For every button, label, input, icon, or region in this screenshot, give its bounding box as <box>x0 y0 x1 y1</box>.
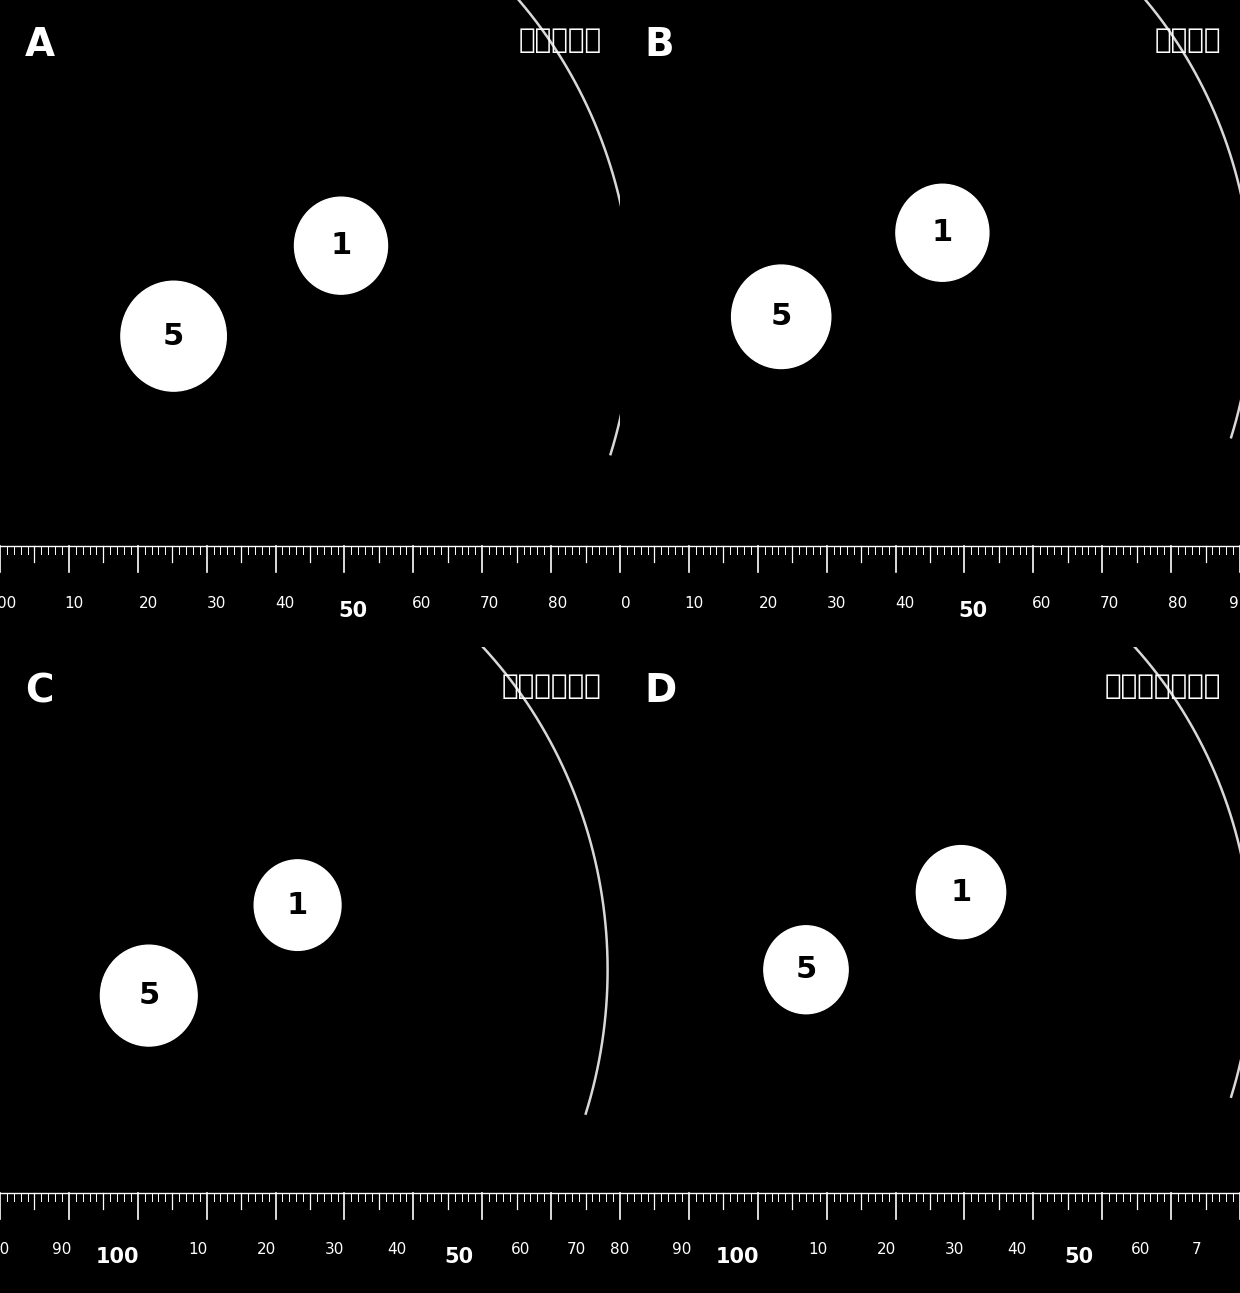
Text: 白色念珠菌: 白色念珠菌 <box>518 26 601 54</box>
Circle shape <box>122 281 226 390</box>
Text: 大肠杆菌: 大肠杆菌 <box>1154 26 1221 54</box>
Text: D: D <box>645 672 677 710</box>
Text: 10: 10 <box>808 1243 828 1257</box>
Text: 50: 50 <box>1064 1248 1094 1267</box>
Text: 40: 40 <box>387 1243 407 1257</box>
Text: 30: 30 <box>325 1243 345 1257</box>
Text: 20: 20 <box>139 596 159 610</box>
Text: 40: 40 <box>895 596 915 610</box>
Text: 10: 10 <box>188 1243 208 1257</box>
Text: 90: 90 <box>52 1243 72 1257</box>
Text: 10: 10 <box>684 596 704 610</box>
Text: 100: 100 <box>95 1248 140 1267</box>
Text: 50: 50 <box>959 601 988 621</box>
Text: 5: 5 <box>138 981 160 1010</box>
Text: 7: 7 <box>1192 1243 1202 1257</box>
Text: 70: 70 <box>480 596 500 610</box>
Text: 金黄色葡萄球菌: 金黄色葡萄球菌 <box>1105 672 1221 701</box>
Text: 60: 60 <box>412 596 432 610</box>
Text: 1: 1 <box>330 231 352 260</box>
Text: 80: 80 <box>548 596 568 610</box>
Text: 50: 50 <box>444 1248 474 1267</box>
Text: 20: 20 <box>877 1243 897 1257</box>
Text: 20: 20 <box>257 1243 277 1257</box>
Text: B: B <box>645 26 675 63</box>
Text: 00: 00 <box>0 596 16 610</box>
Text: 100: 100 <box>715 1248 760 1267</box>
Text: A: A <box>25 26 55 63</box>
Text: 60: 60 <box>511 1243 531 1257</box>
Circle shape <box>764 926 848 1014</box>
Text: 50: 50 <box>339 601 368 621</box>
Circle shape <box>295 198 387 295</box>
Text: 60: 60 <box>1032 596 1052 610</box>
Text: 60: 60 <box>1131 1243 1151 1257</box>
Text: 20: 20 <box>759 596 779 610</box>
Text: 9: 9 <box>1229 596 1239 610</box>
Text: 10: 10 <box>64 596 84 610</box>
Text: 80: 80 <box>610 1243 630 1257</box>
Text: 70: 70 <box>1100 596 1120 610</box>
Text: C: C <box>25 672 53 710</box>
Text: 40: 40 <box>1007 1243 1027 1257</box>
Circle shape <box>254 860 341 950</box>
Text: 0: 0 <box>621 596 631 610</box>
Text: 1: 1 <box>950 878 972 906</box>
Text: 5: 5 <box>795 956 817 984</box>
Circle shape <box>100 945 197 1046</box>
Text: 80: 80 <box>1168 596 1188 610</box>
Text: 铜绻假单胞菌: 铜绻假单胞菌 <box>502 672 601 701</box>
Text: 40: 40 <box>275 596 295 610</box>
Text: 5: 5 <box>162 322 185 350</box>
Text: 30: 30 <box>207 596 227 610</box>
Text: 80: 80 <box>0 1243 10 1257</box>
Text: 30: 30 <box>827 596 847 610</box>
Text: 30: 30 <box>945 1243 965 1257</box>
Circle shape <box>732 265 831 369</box>
Circle shape <box>895 184 990 281</box>
Text: 1: 1 <box>931 219 954 247</box>
Text: 1: 1 <box>286 891 309 919</box>
Text: 90: 90 <box>672 1243 692 1257</box>
Circle shape <box>916 846 1006 939</box>
Text: 5: 5 <box>770 303 792 331</box>
Text: 70: 70 <box>567 1243 587 1257</box>
